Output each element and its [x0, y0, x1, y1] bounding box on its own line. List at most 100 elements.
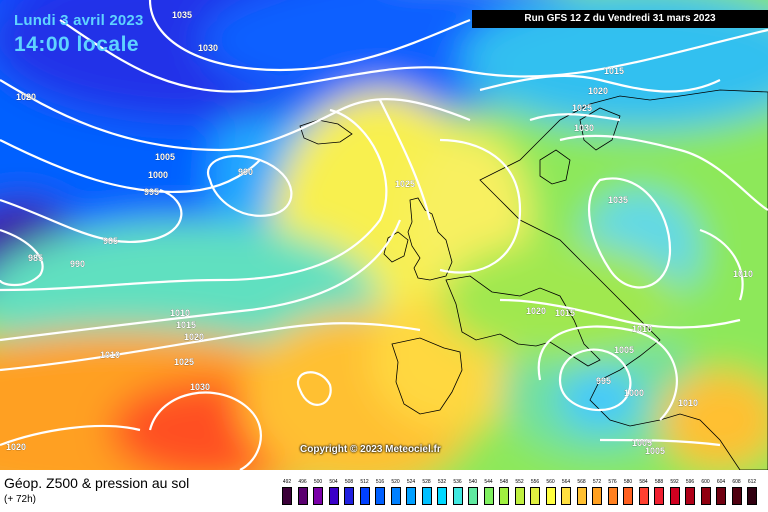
legend-item: 520: [390, 479, 401, 505]
legend-item: 540: [468, 479, 478, 505]
legend-item: 588: [654, 479, 664, 505]
legend-item: 584: [638, 479, 649, 505]
isobar-label: 1025: [572, 103, 592, 113]
weather-map: 1035 1030 1020 1005 1000 995 990 985 985…: [0, 0, 768, 470]
isobars: [0, 0, 768, 470]
legend-value: 576: [608, 479, 617, 485]
isobar-label: 1010: [632, 324, 652, 334]
isobar-label: 1030: [574, 123, 594, 133]
legend-item: 556: [530, 479, 540, 505]
legend-item: 508: [344, 479, 354, 505]
legend-item: 552: [514, 479, 525, 505]
legend-swatch: [654, 487, 664, 505]
isobar-label: 1010: [170, 308, 190, 318]
legend-item: 572: [592, 479, 602, 505]
legend-item: 500: [313, 479, 323, 505]
legend-value: 604: [716, 479, 726, 485]
legend-swatch: [375, 487, 385, 505]
legend-value: 560: [546, 479, 555, 485]
legend-swatch: [669, 487, 680, 505]
legend-value: 552: [515, 479, 524, 485]
legend-value: 572: [592, 479, 602, 485]
isobar-label: 1005: [614, 345, 634, 355]
isobar-label: 1035: [172, 10, 192, 20]
isobar-label: 990: [70, 259, 85, 269]
isobar-label: 985: [103, 236, 118, 246]
isobar-label: 985: [28, 253, 43, 263]
color-legend: 492 496 500 504 508 512 516 520 524 528 532 536 540 5…: [282, 479, 766, 509]
legend-value: 600: [701, 479, 710, 485]
legend-item: 580: [623, 479, 633, 505]
legend-value: 548: [499, 479, 509, 485]
isobar-label: 1015: [555, 308, 575, 318]
isobar-label: 1005: [155, 152, 175, 162]
isobar-label: 1035: [608, 195, 628, 205]
legend-value: 580: [623, 479, 633, 485]
legend-value: 568: [577, 479, 586, 485]
isobar-label: 1030: [190, 382, 210, 392]
legend-value: 492: [282, 479, 292, 485]
isobar-label: 1025: [395, 179, 415, 189]
legend-swatch: [344, 487, 354, 505]
isobar-label: 1020: [6, 442, 26, 452]
legend-value: 500: [313, 479, 323, 485]
isobar-label: 1000: [624, 388, 644, 398]
isobar-label: 995: [596, 376, 611, 386]
isobar-label: 1015: [176, 320, 196, 330]
legend-swatch: [282, 487, 292, 505]
isobar-label: 1020: [16, 92, 36, 102]
legend-item: 576: [607, 479, 618, 505]
forecast-time: 14:00 locale: [14, 33, 140, 56]
isobar-label: 1020: [588, 86, 608, 96]
legend-item: 524: [406, 479, 416, 505]
legend-swatch: [592, 487, 602, 505]
legend-item: 596: [685, 479, 695, 505]
legend-value: 524: [406, 479, 416, 485]
legend-value: 512: [360, 479, 369, 485]
legend-value: 612: [747, 479, 757, 485]
legend-value: 556: [530, 479, 540, 485]
isobar-label: 990: [238, 167, 253, 177]
legend-value: 516: [375, 479, 385, 485]
legend-swatch: [468, 487, 478, 505]
legend-value: 588: [654, 479, 664, 485]
legend-swatch: [685, 487, 695, 505]
legend-value: 540: [468, 479, 478, 485]
isobar-label: 1030: [198, 43, 218, 53]
legend-swatch: [437, 487, 447, 505]
legend-swatch: [716, 487, 726, 505]
legend-value: 596: [685, 479, 695, 485]
legend-value: 508: [344, 479, 354, 485]
isobar-label: 1000: [148, 170, 168, 180]
legend-item: 536: [452, 479, 463, 505]
legend-item: 516: [375, 479, 385, 505]
legend-item: 604: [716, 479, 726, 505]
legend-item: 532: [437, 479, 447, 505]
legend-item: 496: [297, 479, 308, 505]
legend-item: 492: [282, 479, 292, 505]
legend-swatch: [747, 487, 757, 505]
legend-swatch: [452, 487, 463, 505]
legend-item: 548: [499, 479, 509, 505]
isobar-labels: 1035 1030 1020 1005 1000 995 990 985 985…: [6, 10, 753, 456]
legend-swatch: [731, 487, 742, 505]
legend-swatch: [313, 487, 323, 505]
legend-swatch: [530, 487, 540, 505]
isobar-label: 1005: [632, 438, 652, 448]
legend-swatch: [390, 487, 401, 505]
isobar-label: 1025: [174, 357, 194, 367]
legend-value: 496: [298, 479, 307, 485]
legend-value: 528: [422, 479, 431, 485]
isobar-label: 1010: [733, 269, 753, 279]
legend-swatch: [297, 487, 308, 505]
legend-swatch: [359, 487, 370, 505]
map-title: Géop. Z500 & pression au sol: [4, 475, 190, 491]
legend-swatch: [499, 487, 509, 505]
legend-swatch: [700, 487, 711, 505]
legend-item: 600: [700, 479, 711, 505]
legend-item: 564: [561, 479, 571, 505]
legend-value: 584: [639, 479, 648, 485]
legend-item: 528: [421, 479, 432, 505]
legend-value: 520: [391, 479, 400, 485]
isobar-label: 1015: [604, 66, 624, 76]
